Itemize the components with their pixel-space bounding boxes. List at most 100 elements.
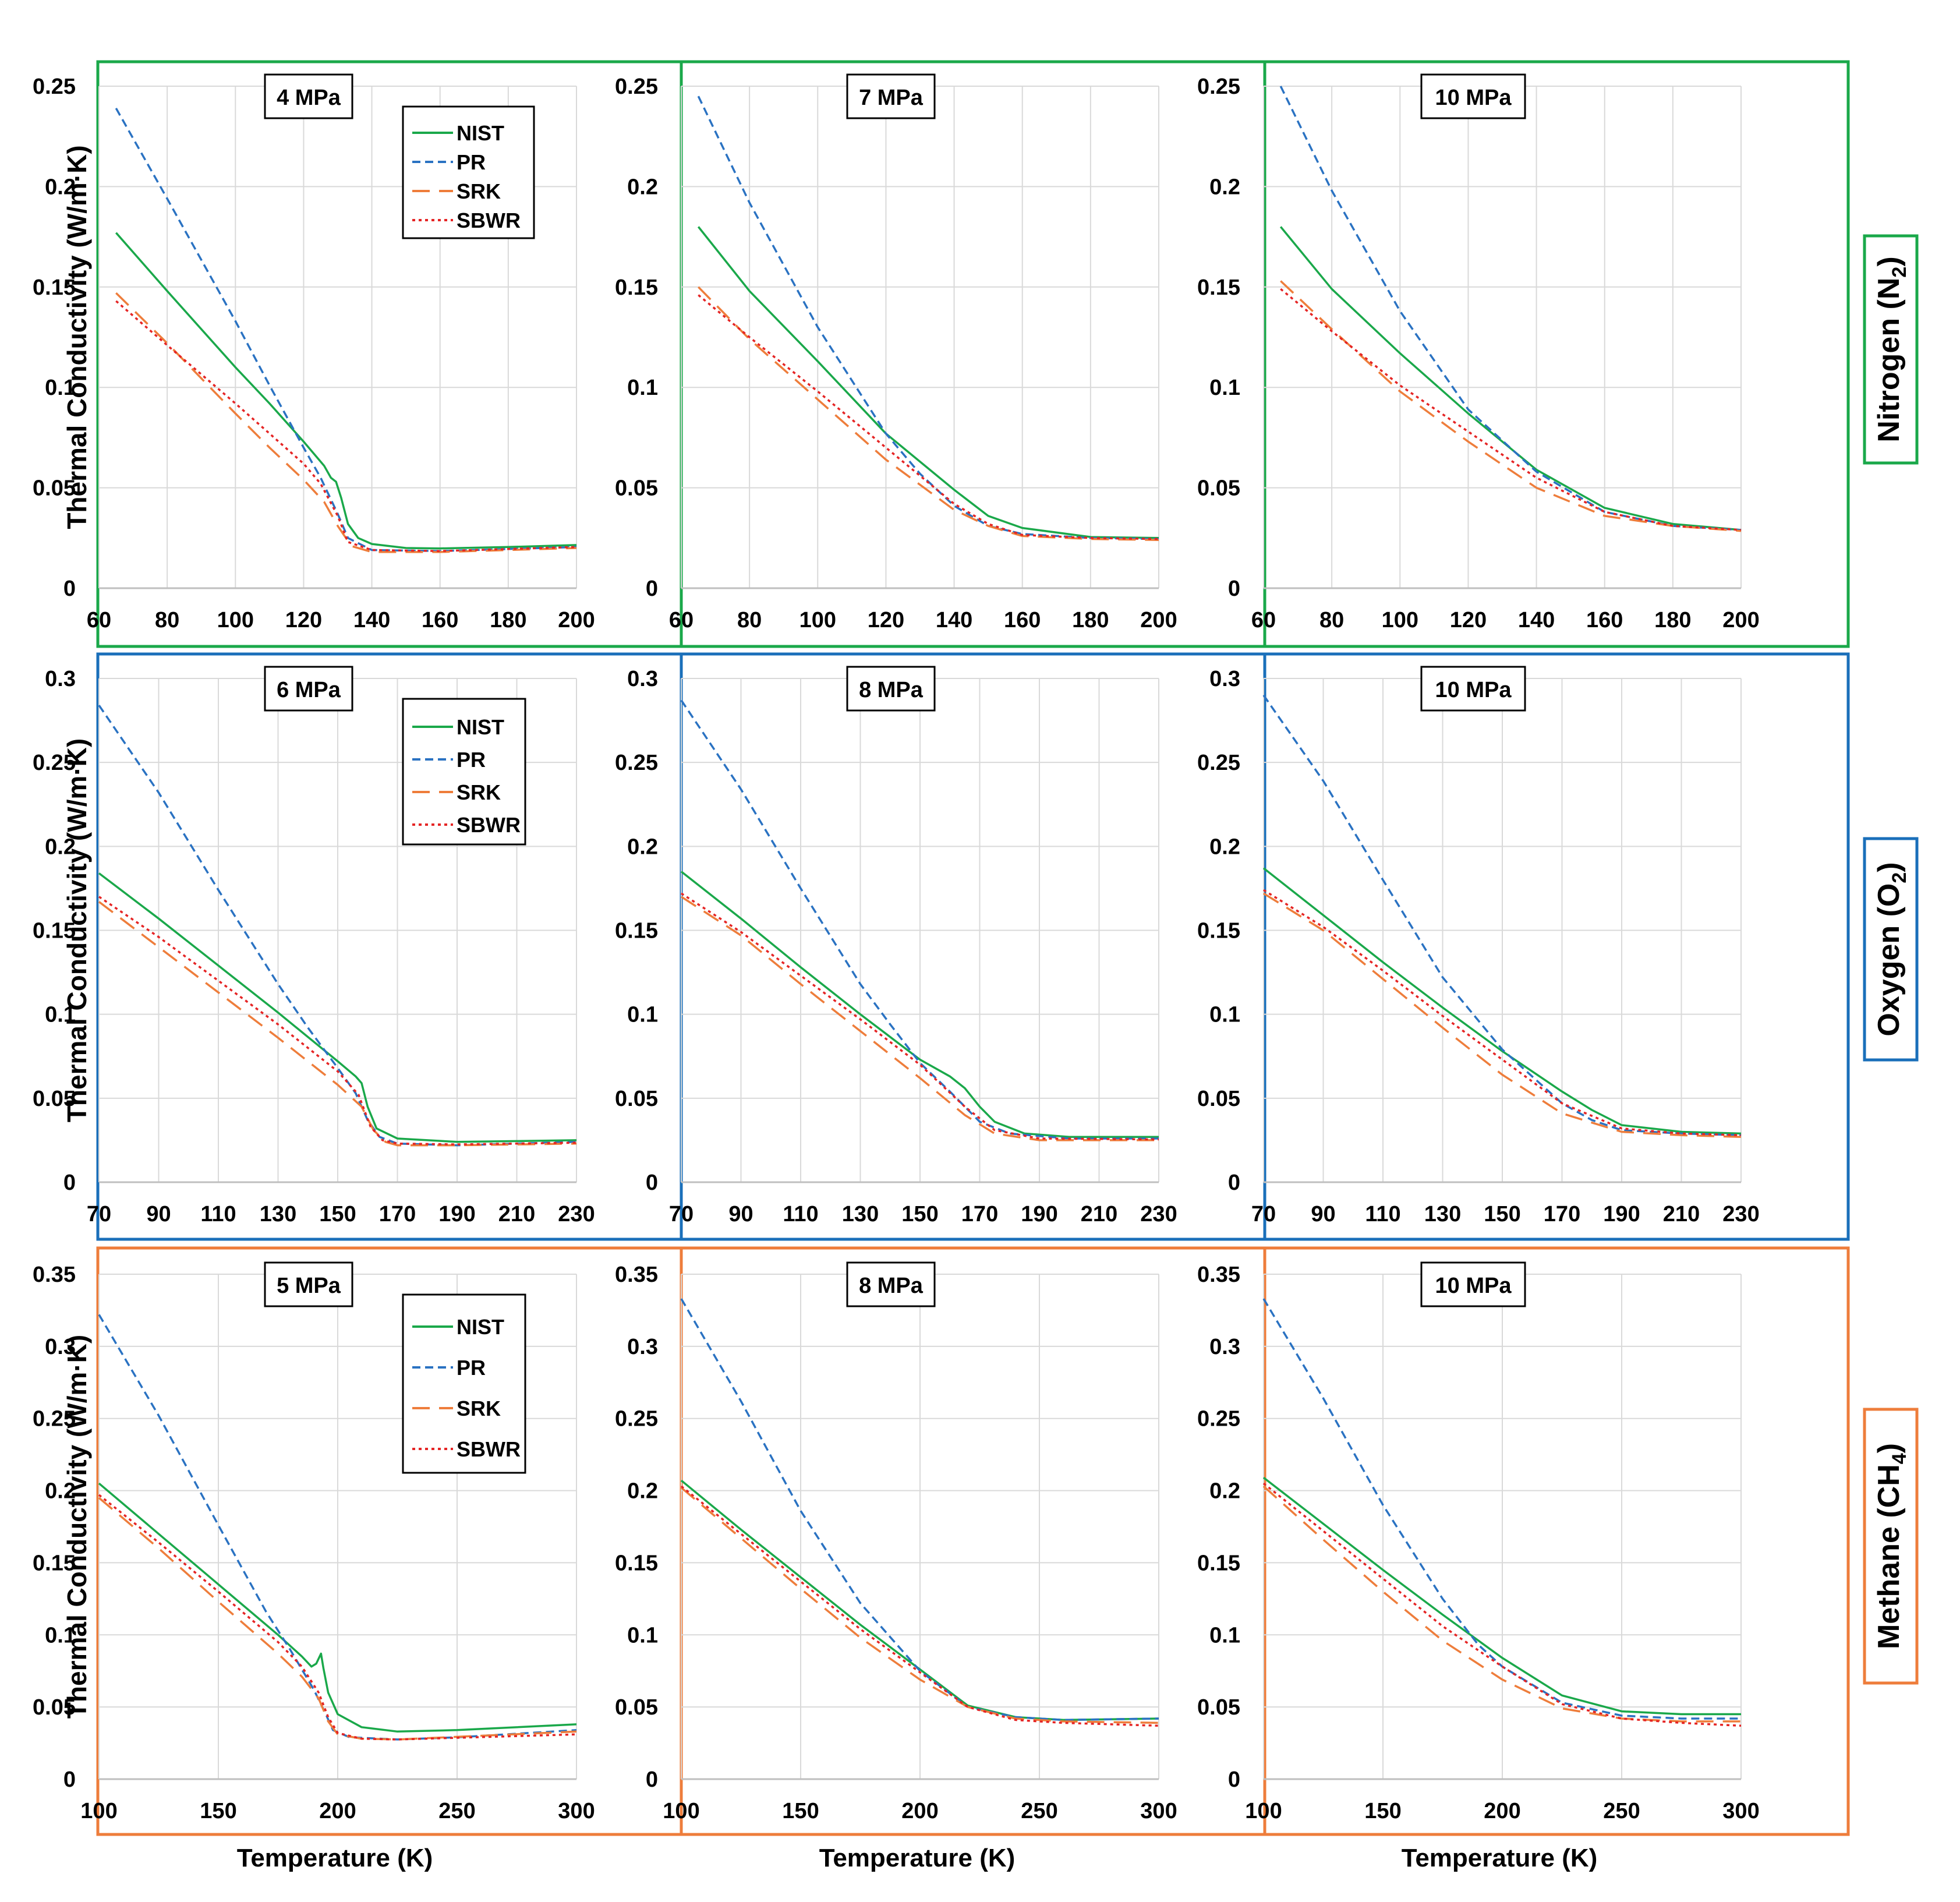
- x-tick-label: 90: [728, 1202, 753, 1226]
- y-tick-label: 0: [646, 577, 658, 601]
- y-tick-label: 0.25: [33, 751, 76, 775]
- chart-panel-2: 60 80 100 120 140 160 180 200 0 0.05 0.1 0.15 0.2 0.2…: [1197, 73, 1760, 632]
- panel-title-box: [1420, 73, 1526, 119]
- y-tick-label: 0.25: [33, 75, 76, 99]
- panel-frame-r0-c2: [1263, 60, 1850, 648]
- y-tick-label: 0: [63, 1767, 76, 1792]
- y-tick-label: 0.25: [1197, 751, 1240, 775]
- chart-panel-8: 100 150 200 250 300 0 0.05 0.1 0.15 0.2 0.25 0.3 0.3…: [1197, 1261, 1760, 1823]
- x-tick-label: 230: [1140, 1202, 1177, 1226]
- series-line-srk: [115, 292, 577, 553]
- chart-panel-7: 100 150 200 250 300 0 0.05 0.1 0.15 0.2 0.25 0.3 0.3…: [615, 1261, 1177, 1823]
- x-tick-label: 190: [1021, 1202, 1057, 1226]
- legend-label-srk: SRK: [457, 179, 501, 203]
- x-tick-label: 90: [146, 1202, 171, 1226]
- x-tick-label: 230: [558, 1202, 595, 1226]
- series-line-sbwr: [98, 1494, 577, 1741]
- panel-title: 10 MPa: [1435, 678, 1512, 702]
- series-line-sbwr: [1262, 1482, 1742, 1727]
- row-label-2: Methane (CH4): [1863, 1408, 1919, 1685]
- legend-label-nist: NIST: [457, 1315, 504, 1339]
- x-axis-label-col1: Temperature (K): [819, 1844, 1016, 1872]
- y-tick-label: 0.15: [615, 1551, 658, 1575]
- y-tick-label: 0.15: [33, 919, 76, 943]
- y-tick-label: 0.25: [615, 751, 658, 775]
- row-labels: Nitrogen (N2) Oxygen (O2) Methane (CH4): [1863, 234, 1919, 1685]
- y-tick-label: 0.2: [1209, 835, 1240, 859]
- panel-title: 10 MPa: [1435, 86, 1512, 110]
- chart-panel-5: 70 90 110 130 150 170 190 210 230 0 0.05 0.1 0.15 0.2…: [1197, 666, 1760, 1226]
- row-label-1: Oxygen (O2): [1863, 837, 1919, 1062]
- y-tick-label: 0.3: [627, 667, 658, 691]
- series-line-sbwr: [680, 1485, 1159, 1727]
- legend-label-sbwr: SBWR: [457, 813, 521, 837]
- x-tick-label: 210: [1663, 1202, 1700, 1226]
- series-line-pr: [1262, 1298, 1741, 1720]
- y-tick-label: 0.05: [615, 1695, 658, 1720]
- x-tick-label: 160: [1004, 608, 1041, 632]
- y-tick-label: 0.05: [33, 476, 76, 501]
- x-tick-label: 200: [558, 608, 595, 632]
- series-line-nist: [680, 871, 1159, 1138]
- series-line-nist: [1279, 226, 1742, 531]
- y-tick-label: 0.05: [615, 476, 658, 501]
- panel-title-box: [846, 666, 936, 712]
- x-tick-label: 150: [1364, 1799, 1401, 1823]
- y-tick-label: 0.2: [45, 835, 76, 859]
- x-tick-label: 140: [353, 608, 390, 632]
- y-tick-label: 0: [63, 1171, 76, 1195]
- legend-label-sbwr: SBWR: [457, 1437, 521, 1461]
- x-tick-label: 190: [438, 1202, 475, 1226]
- panel-title: 7 MPa: [859, 86, 924, 110]
- x-tick-label: 110: [1365, 1202, 1400, 1226]
- panels: 60 80 100 120 140 160 180 200 0 0.05 0.1 0.15 0.2 0.2…: [33, 73, 1760, 1823]
- x-tick-label: 200: [319, 1799, 356, 1823]
- y-tick-label: 0.15: [615, 919, 658, 943]
- x-tick-label: 160: [1586, 608, 1623, 632]
- y-tick-label: 0.15: [33, 1551, 76, 1575]
- y-tick-label: 0.3: [45, 667, 76, 691]
- y-tick-label: 0.2: [627, 1479, 658, 1504]
- x-tick-label: 60: [1251, 608, 1276, 632]
- x-tick-label: 180: [490, 608, 526, 632]
- panel-frame-r2-c0: [96, 1246, 683, 1836]
- y-tick-label: 0.05: [33, 1695, 76, 1720]
- legend-label-nist: NIST: [457, 715, 504, 739]
- panel-title-box: [1420, 1261, 1526, 1307]
- panel-frame-r2-c1: [680, 1246, 1266, 1836]
- x-tick-label: 150: [319, 1202, 356, 1226]
- series-line-nist: [1262, 867, 1742, 1135]
- series-line-sbwr: [1280, 288, 1742, 531]
- legend: NIST PR SRK SBWR: [402, 105, 535, 239]
- series-line-srk: [698, 286, 1159, 541]
- series-line-sbwr: [98, 896, 577, 1146]
- y-tick-label: 0.05: [1197, 476, 1240, 501]
- x-tick-label: 190: [1603, 1202, 1640, 1226]
- x-tick-label: 100: [217, 608, 254, 632]
- panel-title: 6 MPa: [277, 678, 341, 702]
- y-tick-label: 0.05: [33, 1087, 76, 1111]
- x-tick-label: 80: [737, 608, 762, 632]
- y-tick-label: 0.1: [627, 1623, 658, 1648]
- x-tick-label: 60: [87, 608, 111, 632]
- x-tick-label: 130: [260, 1202, 296, 1226]
- y-tick-label: 0.2: [627, 175, 658, 199]
- panel-title: 8 MPa: [859, 1274, 924, 1298]
- x-tick-label: 170: [961, 1202, 998, 1226]
- panel-title-box: [846, 1261, 936, 1307]
- x-tick-label: 150: [1484, 1202, 1520, 1226]
- y-tick-label: 0: [1228, 1767, 1240, 1792]
- panel-frame-r2-c2: [1263, 1246, 1850, 1836]
- y-tick-label: 0.1: [45, 376, 76, 400]
- y-tick-label: 0.1: [45, 1623, 76, 1648]
- x-tick-label: 100: [799, 608, 836, 632]
- series-line-nist: [1262, 1476, 1741, 1716]
- x-tick-label: 90: [1311, 1202, 1335, 1226]
- y-tick-label: 0.35: [615, 1263, 658, 1287]
- y-axis-label-row1: Thermal Conductivity (W/m·K): [62, 738, 92, 1122]
- y-tick-label: 0.35: [33, 1263, 76, 1287]
- y-tick-label: 0.15: [1197, 919, 1240, 943]
- y-tick-label: 0: [1228, 1171, 1240, 1195]
- x-tick-label: 70: [87, 1202, 111, 1226]
- y-tick-label: 0.1: [627, 1003, 658, 1027]
